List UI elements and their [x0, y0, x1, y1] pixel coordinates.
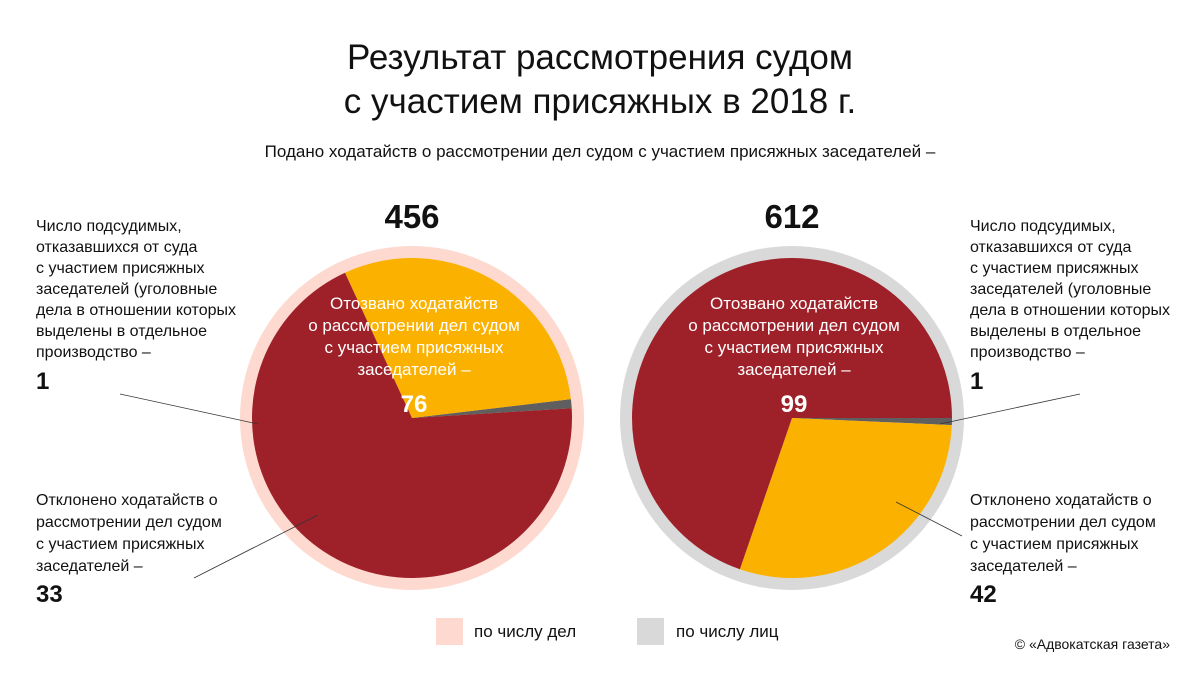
pie-slice-by_cases-defendants_refused [412, 399, 572, 418]
left-refused-line-7: производство – [36, 344, 151, 361]
right-refused-line-6: выделены в отдельное [970, 323, 1142, 340]
pie-slice-by_persons-withdrawn [632, 258, 953, 570]
right-refused-line-7: производство – [970, 344, 1085, 361]
left-refused-text: Число подсудимых, отказавшихся от суда с… [36, 216, 236, 363]
withdrawn-label-line-by_persons-2: с участием присяжных [704, 338, 884, 357]
right-rejected-line-4: заседателей – [970, 558, 1077, 575]
legend-label-by-persons: по числу лиц [676, 622, 779, 641]
right-refused-value: 1 [970, 368, 984, 395]
right-rejected-text: Отклонено ходатайств о рассмотрении дел … [970, 490, 1156, 578]
left-rejected-line-3: с участием присяжных [36, 536, 205, 553]
right-rejected-line-3: с участием присяжных [970, 536, 1139, 553]
left-refused-line-6: выделены в отдельное [36, 323, 208, 340]
pie-slice-by_cases-rejected [344, 257, 571, 418]
withdrawn-value-by_persons: 99 [781, 391, 808, 418]
legend-swatch-by-cases [436, 618, 463, 645]
leader-refused-by_persons [939, 393, 1081, 425]
withdrawn-label-line-by_cases-1: о рассмотрении дел судом [308, 316, 520, 335]
leader-rejected-by_cases [193, 514, 319, 579]
chart-title: Результат рассмотрения судом с участием … [0, 36, 1200, 124]
withdrawn-value-by_cases: 76 [401, 391, 428, 418]
pie-slice-by_persons-defendants_refused [792, 418, 952, 426]
left-refused-line-3: с участием присяжных [36, 260, 205, 277]
withdrawn-label-line-by_persons-1: о рассмотрении дел судом [688, 316, 900, 335]
right-refused-line-2: отказавшихся от суда [970, 239, 1132, 256]
right-refused-text: Число подсудимых, отказавшихся от суда с… [970, 216, 1170, 363]
right-refused-line-4: заседателей (уголовные [970, 281, 1152, 298]
withdrawn-label-line-by_cases-0: Отозвано ходатайств [330, 294, 498, 313]
legend-label-by-cases: по числу дел [474, 622, 577, 641]
withdrawn-label-line-by_cases-2: с участием присяжных [324, 338, 504, 357]
pie-total-by_cases: 456 [384, 198, 439, 235]
pie-slice-by_persons-rejected [739, 418, 952, 578]
left-refused-line-1: Число подсудимых, [36, 218, 182, 235]
right-refused-line-5: дела в отношении которых [970, 302, 1170, 319]
legend-swatch-by-persons [637, 618, 664, 645]
title-line-2: с участием присяжных в 2018 г. [343, 82, 857, 121]
right-rejected-value: 42 [970, 581, 997, 608]
left-rejected-value: 33 [36, 581, 63, 608]
left-rejected-line-4: заседателей – [36, 558, 143, 575]
left-rejected-line-1: Отклонено ходатайств о [36, 492, 218, 509]
left-refused-line-4: заседателей (уголовные [36, 281, 218, 298]
left-refused-line-2: отказавшихся от суда [36, 239, 198, 256]
right-refused-line-3: с участием присяжных [970, 260, 1139, 277]
pie-slice-by_cases-withdrawn [251, 272, 572, 578]
pie-total-by_persons: 612 [764, 198, 819, 235]
left-refused-line-5: дела в отношении которых [36, 302, 236, 319]
withdrawn-label-line-by_persons-3: заседателей – [737, 360, 851, 379]
title-line-1: Результат рассмотрения судом [347, 38, 853, 77]
left-rejected-text: Отклонено ходатайств о рассмотрении дел … [36, 490, 222, 578]
right-rejected-line-1: Отклонено ходатайств о [970, 492, 1152, 509]
leader-rejected-by_persons [895, 501, 963, 537]
leader-refused-by_cases [119, 393, 259, 425]
right-rejected-line-2: рассмотрении дел судом [970, 514, 1156, 531]
withdrawn-label-line-by_cases-3: заседателей – [357, 360, 471, 379]
left-rejected-line-2: рассмотрении дел судом [36, 514, 222, 531]
left-refused-value: 1 [36, 368, 50, 395]
copyright: © «Адвокатская газета» [1014, 636, 1170, 652]
right-refused-line-1: Число подсудимых, [970, 218, 1116, 235]
chart-subtitle: Подано ходатайств о рассмотрении дел суд… [264, 142, 936, 161]
withdrawn-label-line-by_persons-0: Отозвано ходатайств [710, 294, 878, 313]
